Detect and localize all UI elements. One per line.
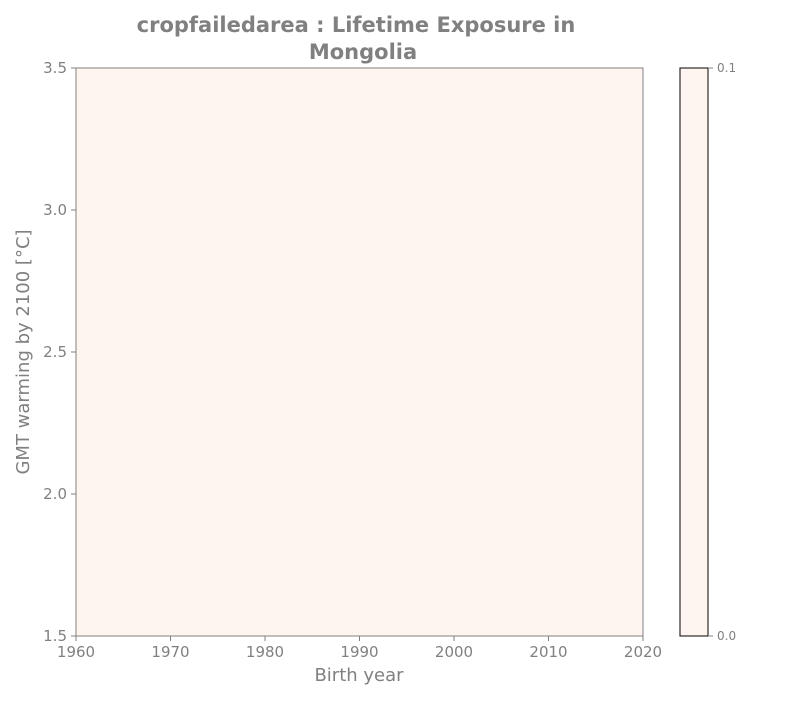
x-tick-label: 2020 [624,643,662,661]
heatmap-cell [76,68,643,636]
y-tick-label: 3.5 [43,59,67,77]
colorbar-tick-label: 0.0 [717,629,736,643]
x-tick-label: 1970 [151,643,189,661]
y-axis-label: GMT warming by 2100 [°C] [13,229,34,474]
y-axis: 1.5 2.0 2.5 3.0 3.5 [43,59,76,645]
y-tick-label: 2.0 [43,485,67,503]
chart-title-line2: Mongolia [309,40,417,64]
colorbar-axis: 0.0 0.1 [708,61,736,643]
x-tick-label: 1980 [246,643,284,661]
x-tick-label: 1960 [57,643,95,661]
x-tick-label: 2000 [435,643,473,661]
y-tick-label: 3.0 [43,201,67,219]
x-tick-label: 1990 [340,643,378,661]
colorbar [679,67,709,637]
x-tick-label: 2010 [529,643,567,661]
chart-title-line1: cropfailedarea : Lifetime Exposure in [137,13,576,37]
y-tick-label: 2.5 [43,343,67,361]
x-axis: 1960 1970 1980 1990 2000 2010 2020 [57,636,662,661]
y-tick-label: 1.5 [43,627,67,645]
x-axis-label: Birth year [314,665,404,686]
colorbar-tick-label: 0.1 [717,61,736,75]
